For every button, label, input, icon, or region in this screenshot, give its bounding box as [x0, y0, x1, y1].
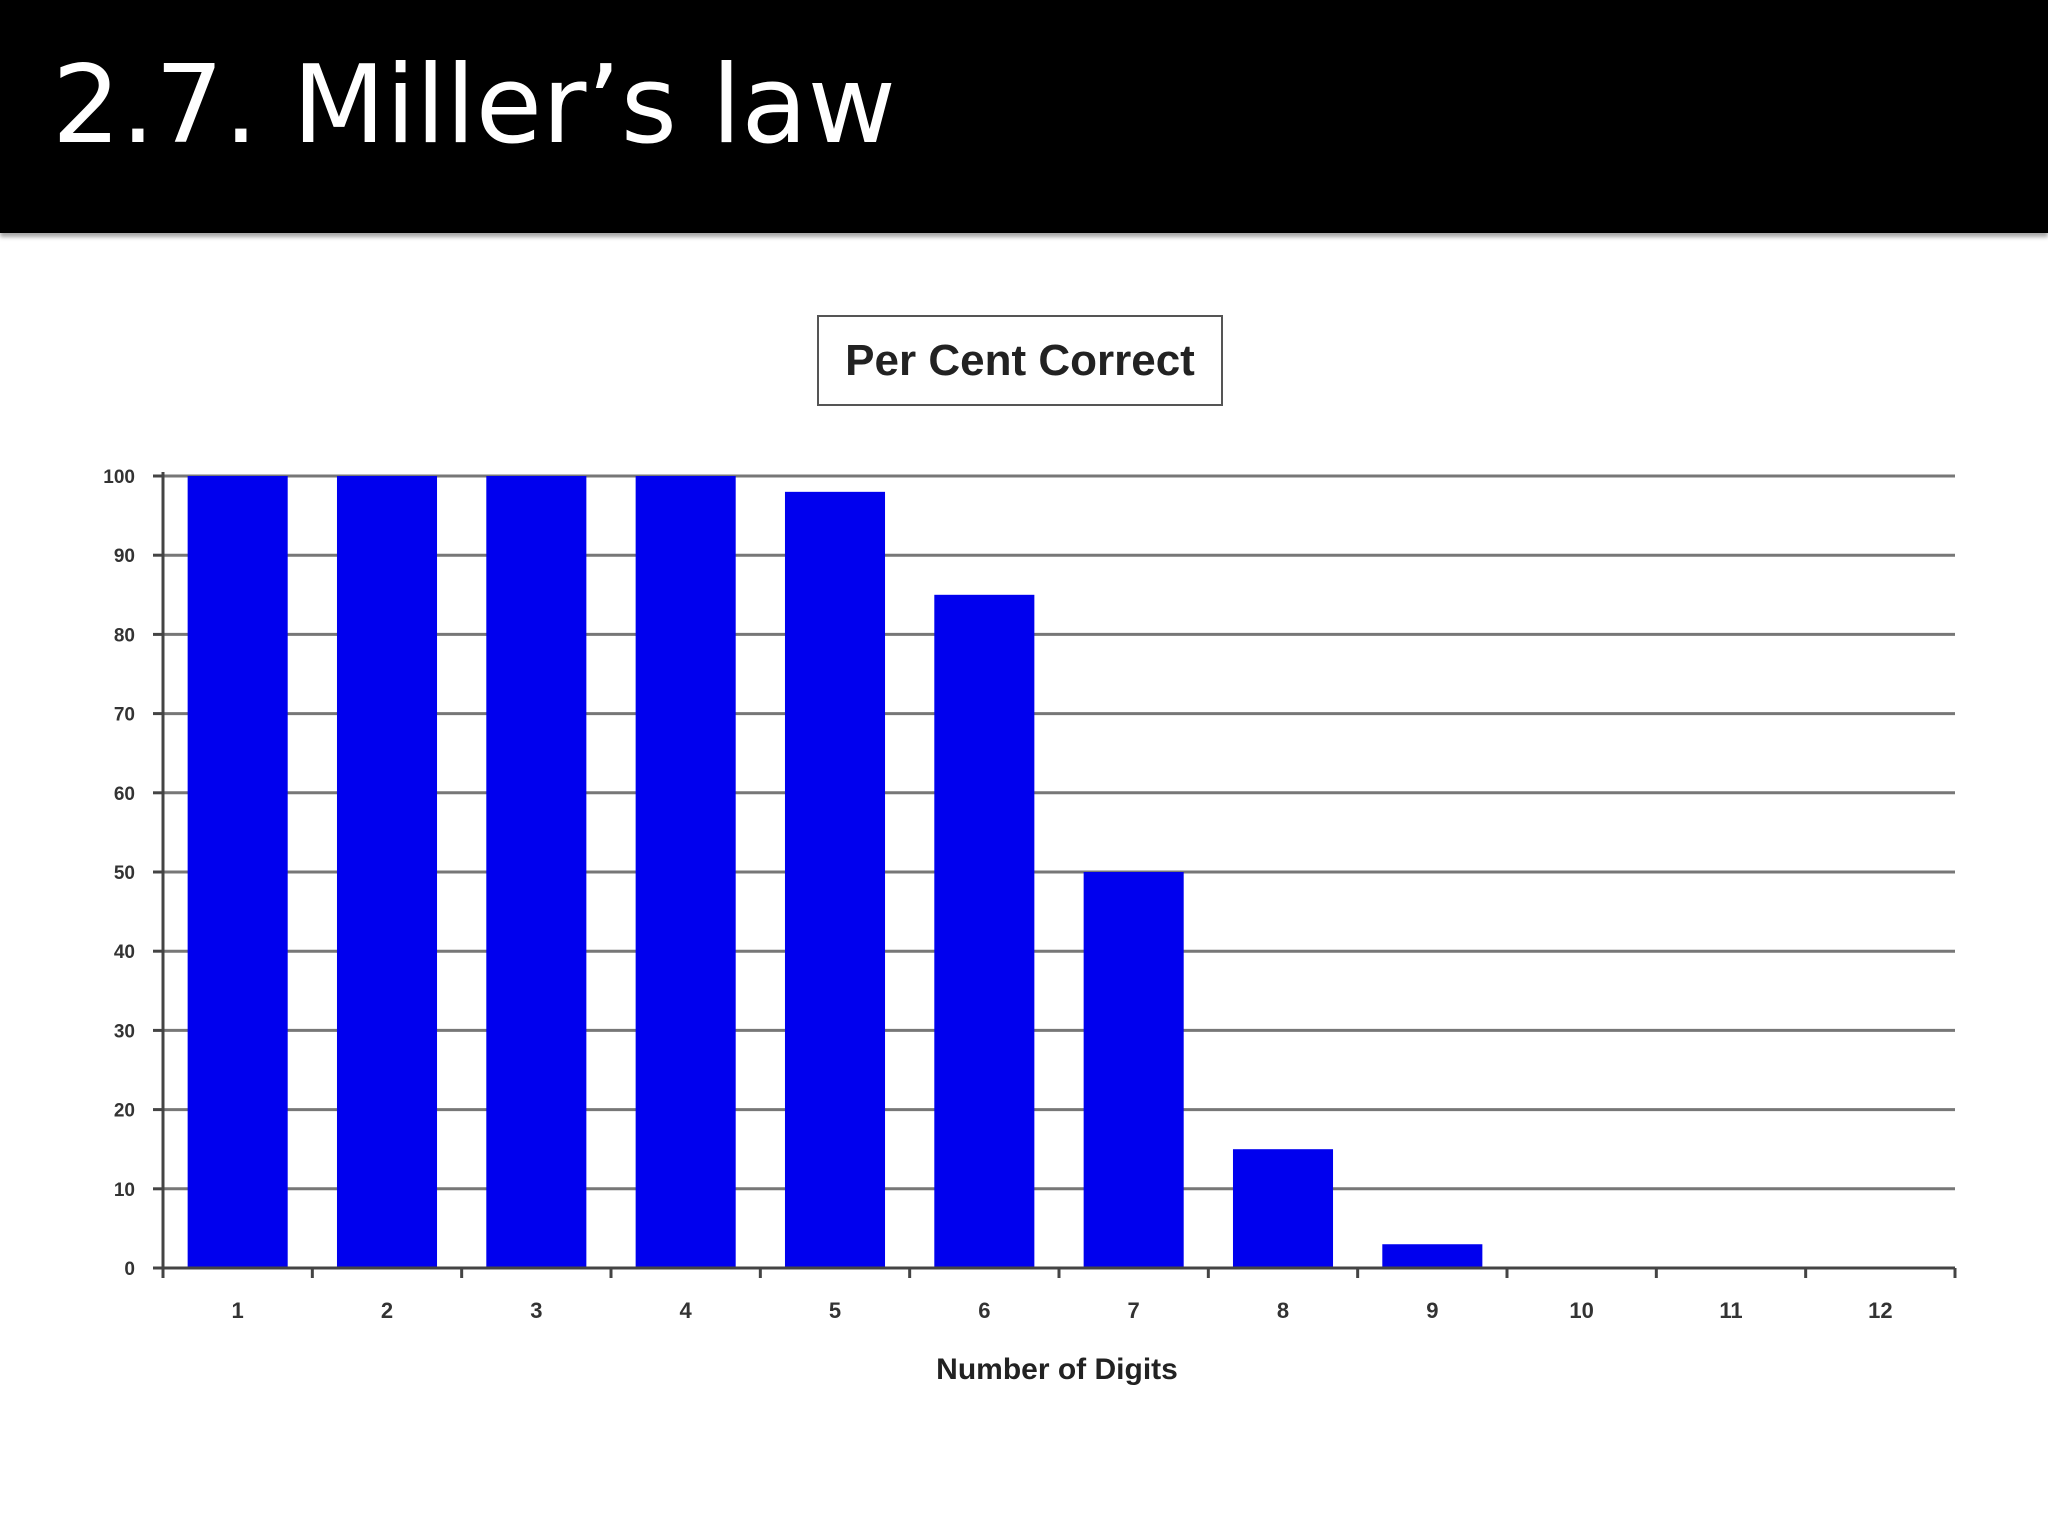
x-tick-label: 2	[381, 1298, 393, 1323]
x-tick-label: 7	[1128, 1298, 1140, 1323]
x-tick-label: 3	[530, 1298, 542, 1323]
bar-7	[1083, 872, 1184, 1268]
bar-2	[336, 476, 438, 1268]
x-tick-label: 10	[1569, 1298, 1593, 1323]
bar-4	[635, 476, 736, 1268]
x-tick-label: 12	[1868, 1298, 1892, 1323]
y-tick-label: 20	[114, 1101, 135, 1122]
x-tick-label: 11	[1719, 1298, 1742, 1323]
gridlines	[163, 474, 1955, 1191]
y-tick-label: 90	[114, 546, 135, 567]
x-tick-label: 8	[1277, 1298, 1289, 1323]
x-tick-label: 6	[978, 1298, 990, 1323]
bar-3	[486, 476, 587, 1268]
bars	[187, 476, 1483, 1269]
y-tick-label: 80	[114, 625, 135, 646]
x-axis-label: Number of Digits	[936, 1353, 1178, 1386]
axes	[153, 472, 1957, 1278]
y-tick-label: 30	[114, 1021, 135, 1042]
y-tick-label: 70	[114, 705, 135, 726]
bar-6	[934, 594, 1035, 1268]
y-tick-label: 0	[124, 1259, 135, 1280]
bar-9	[1382, 1244, 1483, 1268]
bar-chart: 0 10 20 30 40 50 60 70 80 90 100 1 2 3 4 5 6 7 8 9 10 11 12 Num…	[0, 240, 2048, 1536]
x-tick-label: 5	[829, 1298, 841, 1323]
y-tick-label: 100	[103, 467, 135, 488]
x-tick-label: 4	[680, 1298, 693, 1323]
bar-5	[784, 491, 886, 1269]
y-tick-label: 50	[114, 863, 135, 884]
slide-title: 2.7. Miller’s law	[52, 43, 896, 168]
x-tick-label: 1	[232, 1298, 244, 1323]
y-tick-label: 40	[114, 942, 135, 963]
chart-title-box: Per Cent Correct	[817, 315, 1223, 406]
x-tick-label: 9	[1426, 1298, 1438, 1323]
y-tick-label: 60	[114, 784, 135, 805]
bar-1	[187, 476, 288, 1268]
slide-header: 2.7. Miller’s law	[0, 0, 2048, 233]
chart-title: Per Cent Correct	[845, 335, 1195, 385]
bar-8	[1232, 1149, 1334, 1268]
y-tick-label: 10	[114, 1180, 135, 1201]
